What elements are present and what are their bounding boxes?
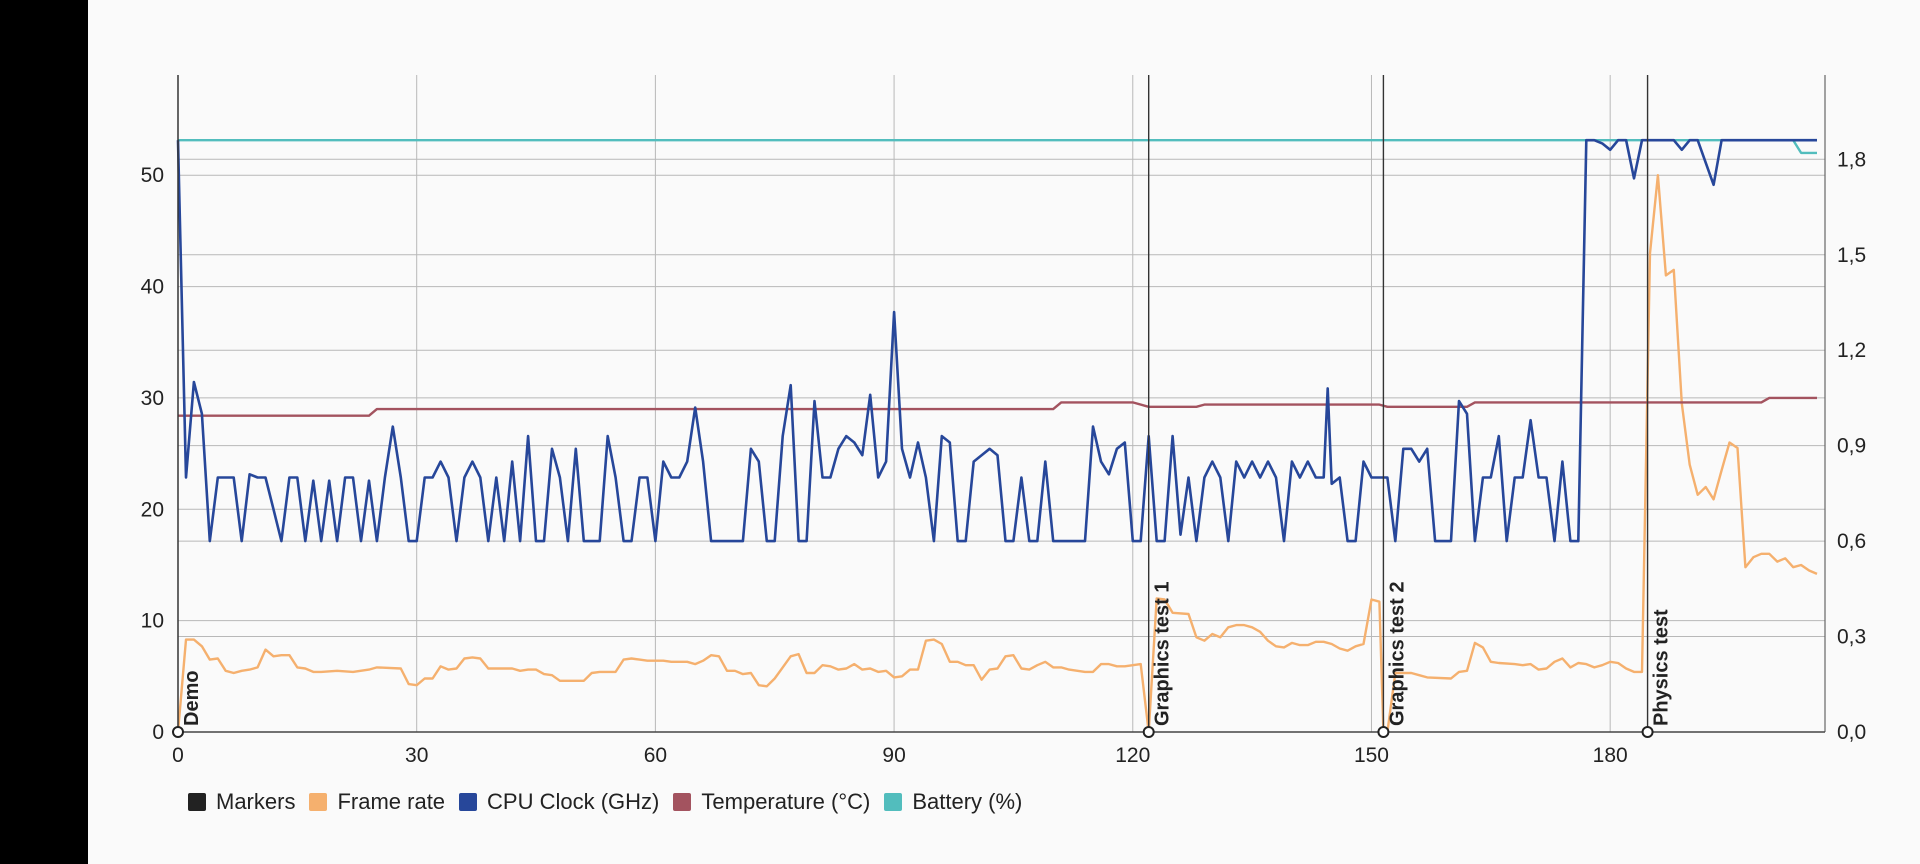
legend-swatch xyxy=(459,793,478,811)
legend-item: CPU Clock (GHz) xyxy=(459,789,659,815)
legend-item: Frame rate xyxy=(309,789,445,815)
x-tick-label: 150 xyxy=(1354,744,1389,767)
legend-label: Battery (%) xyxy=(912,789,1023,814)
event-markers: Demo Graphics test 1 Graphics test 2 Physic… xyxy=(172,75,1673,738)
legend-label: Markers xyxy=(216,789,296,814)
x-tick-label: 120 xyxy=(1115,744,1150,767)
y-right-tick-label: 1,2 xyxy=(1837,339,1866,362)
marker-label: Graphics test 1 xyxy=(1152,581,1174,726)
y-left-tick-label: 20 xyxy=(141,498,164,521)
series-line-frame-rate xyxy=(176,174,1818,734)
legend-label: CPU Clock (GHz) xyxy=(487,789,660,814)
y-right-tick-label: 0,9 xyxy=(1837,435,1866,458)
marker-point xyxy=(1142,726,1155,738)
x-tick-label: 60 xyxy=(644,744,667,767)
series-line-battery xyxy=(178,139,1817,155)
legend-item: Temperature (°C) xyxy=(673,789,870,815)
y-left-tick-label: 50 xyxy=(141,164,164,187)
legend-item: Markers xyxy=(188,789,295,815)
legend-label: Temperature (°C) xyxy=(701,789,871,814)
legend-swatch xyxy=(673,793,692,811)
marker-label: Physics test xyxy=(1651,609,1673,726)
y-right-tick-label: 0,6 xyxy=(1837,530,1866,553)
x-tick-label: 0 xyxy=(172,744,184,767)
legend-swatch xyxy=(884,793,903,811)
plot-series xyxy=(176,138,1818,734)
marker-label: Graphics test 2 xyxy=(1386,581,1408,726)
marker-point xyxy=(172,726,184,738)
legend-swatch xyxy=(188,793,206,811)
legend: Markers Frame rate CPU Clock (GHz) Temperat… xyxy=(188,787,1024,817)
y-right-tick-label: 1,8 xyxy=(1837,148,1866,171)
x-tick-label: 180 xyxy=(1593,744,1628,767)
y-right-tick-label: 0,0 xyxy=(1837,721,1866,744)
x-tick-label: 30 xyxy=(405,744,428,767)
axes: 0 30 60 90 120 150 180 0 10 20 30 40 50 0,0 0,3 0,6 0,9 1… xyxy=(141,75,1866,767)
y-left-tick-label: 10 xyxy=(141,610,164,633)
y-right-tick-label: 0,3 xyxy=(1837,626,1866,649)
legend-item: Battery (%) xyxy=(884,789,1022,815)
x-tick-label: 90 xyxy=(882,744,905,767)
marker-label: Demo xyxy=(181,670,203,726)
y-left-tick-label: 30 xyxy=(141,387,164,410)
legend-label: Frame rate xyxy=(337,789,446,814)
left-black-bar xyxy=(0,0,88,864)
y-left-tick-label: 40 xyxy=(141,276,164,299)
y-left-tick-label: 0 xyxy=(152,721,164,744)
marker-point xyxy=(1641,726,1654,738)
series-line-temperature-c xyxy=(178,396,1817,417)
series-line-cpu-clock-ghz xyxy=(176,138,1817,543)
y-right-tick-label: 1,5 xyxy=(1837,244,1866,267)
legend-swatch xyxy=(309,793,328,811)
marker-point xyxy=(1377,726,1390,738)
